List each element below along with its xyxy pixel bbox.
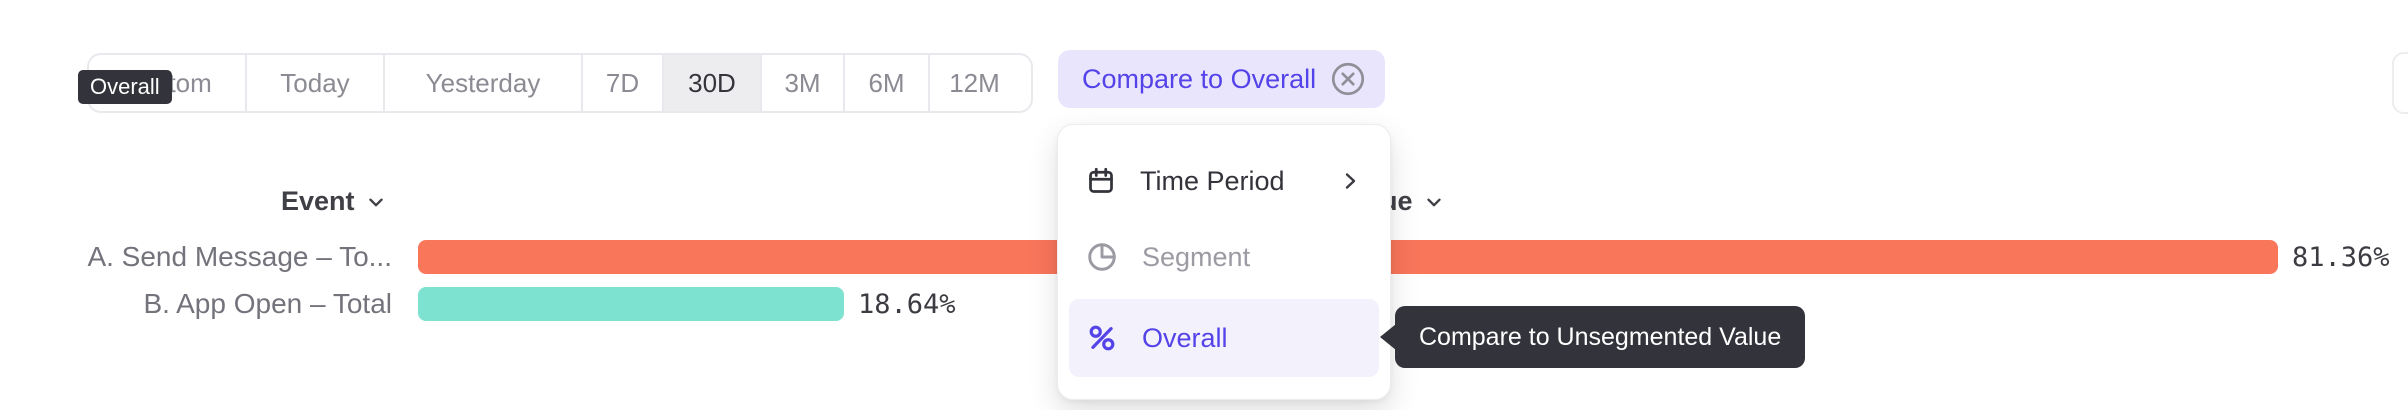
menu-item-overall[interactable]: Overall — [1069, 299, 1379, 377]
menu-item-label: Segment — [1142, 241, 1251, 272]
date-range-option-12m[interactable]: 12M — [928, 55, 1019, 111]
menu-item-segment[interactable]: Segment — [1069, 219, 1379, 295]
overall-tooltip-label: Overall — [90, 74, 160, 99]
clipped-toolbar-button[interactable] — [2392, 52, 2408, 114]
date-range-option-7d[interactable]: 7D — [581, 55, 662, 111]
bar-row-label: A. Send Message – To... — [87, 241, 392, 272]
date-range-option-yesterday[interactable]: Yesterday — [383, 55, 581, 111]
compare-to-overall-button[interactable]: Compare to Overall — [1058, 50, 1386, 108]
bar-value-label: 18.64% — [858, 288, 956, 320]
date-range-option-6m[interactable]: 6M — [843, 55, 928, 111]
bar-app-open[interactable] — [418, 287, 844, 321]
bar-row-label: B. App Open – Total — [143, 288, 392, 319]
tooltip-arrow-left — [1380, 324, 1396, 350]
compare-unsegmented-tooltip: Compare to Unsegmented Value — [1380, 306, 1806, 368]
date-range-option-30d[interactable]: 30D — [662, 55, 760, 111]
segment-icon — [1086, 241, 1118, 273]
bar-row-app-open: B. App Open – Total 18.64% — [0, 287, 2408, 321]
calendar-icon — [1086, 166, 1116, 196]
date-range-segmented-control: Custom Today Yesterday 7D 30D 3M 6M 12M — [87, 53, 1033, 113]
event-column-header[interactable]: Event — [281, 186, 387, 217]
chevron-down-icon — [365, 191, 387, 213]
overall-tooltip: Overall — [78, 70, 172, 104]
percent-icon — [1086, 322, 1118, 354]
date-range-option-today[interactable]: Today — [245, 55, 383, 111]
chevron-right-icon — [1338, 169, 1362, 193]
date-range-option-3m[interactable]: 3M — [760, 55, 843, 111]
circle-x-icon[interactable] — [1329, 60, 1367, 98]
menu-item-label: Time Period — [1140, 165, 1285, 196]
bar-value-label: 81.36% — [2292, 241, 2390, 273]
chevron-down-icon — [1423, 191, 1445, 213]
menu-item-label: Overall — [1142, 322, 1228, 353]
compare-dropdown-menu: Time Period Segment Overall — [1057, 124, 1391, 400]
event-column-header-label: Event — [281, 186, 355, 216]
menu-item-time-period[interactable]: Time Period — [1069, 143, 1379, 219]
compare-unsegmented-tooltip-label: Compare to Unsegmented Value — [1419, 322, 1782, 351]
compare-to-overall-label: Compare to Overall — [1082, 63, 1317, 94]
